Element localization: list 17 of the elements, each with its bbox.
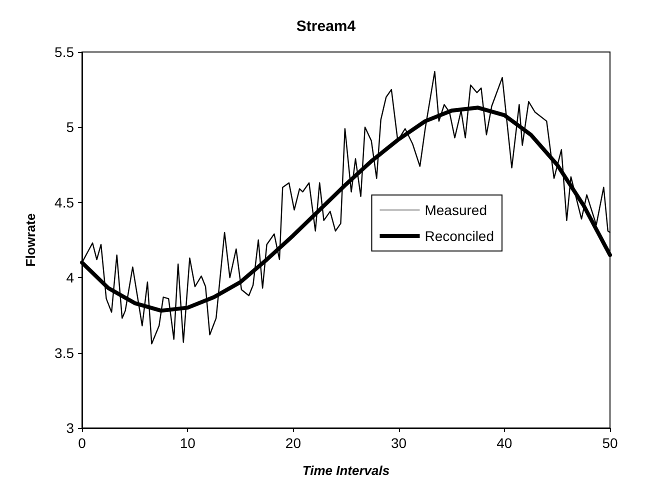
x-tick-label: 40 <box>496 435 512 451</box>
y-tick-label: 4.5 <box>54 194 74 210</box>
x-tick-label: 50 <box>602 435 618 451</box>
y-tick-label: 4 <box>66 270 74 286</box>
chart-title: Stream4 <box>296 18 356 35</box>
y-tick-label: 3 <box>66 420 74 436</box>
legend-label: Measured <box>424 202 488 218</box>
x-tick-label: 0 <box>78 435 86 451</box>
x-tick-label: 20 <box>285 435 302 451</box>
legend-label: Reconciled <box>424 228 494 244</box>
y-tick-label: 5.5 <box>54 44 74 60</box>
x-axis-title: Time Intervals <box>302 463 390 478</box>
y-axis-title: Flowrate <box>23 213 38 267</box>
x-tick-label: 10 <box>180 435 196 451</box>
y-tick-label: 3.5 <box>54 344 74 361</box>
x-tick-label: 30 <box>391 435 407 451</box>
y-tick-label: 5 <box>66 119 74 136</box>
